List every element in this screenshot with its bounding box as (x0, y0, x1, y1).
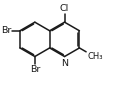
Text: CH₃: CH₃ (87, 52, 103, 61)
Text: Cl: Cl (60, 4, 69, 13)
Text: Br: Br (1, 26, 11, 35)
Text: N: N (61, 59, 68, 68)
Text: Br: Br (30, 65, 40, 74)
